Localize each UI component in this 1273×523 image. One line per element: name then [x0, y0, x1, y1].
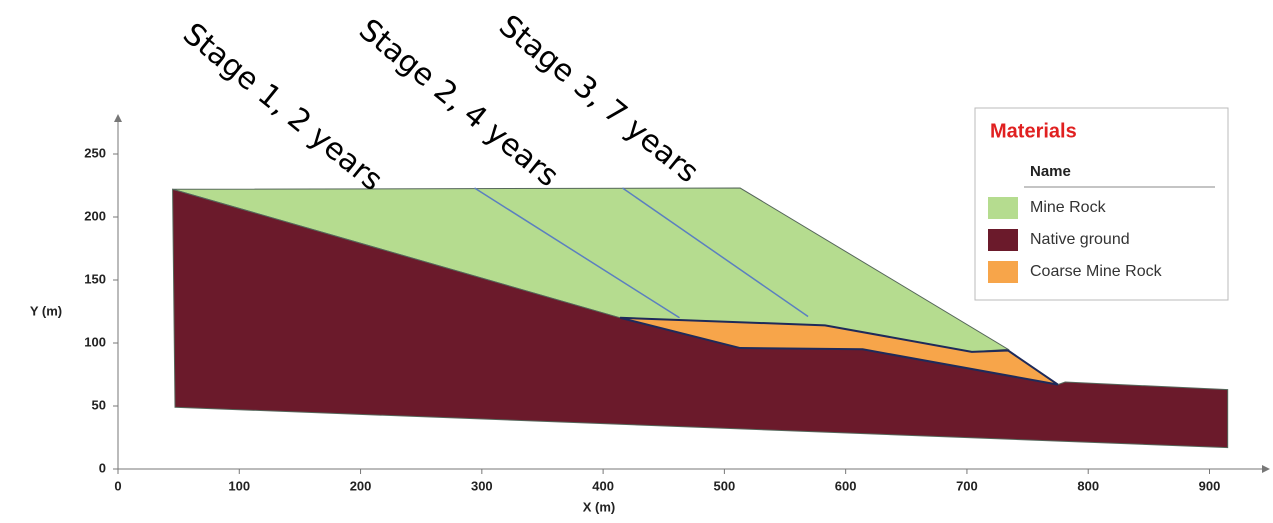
- y-tick-label: 200: [84, 208, 106, 223]
- legend-swatch: [988, 197, 1018, 219]
- page: X (m) Y (m) Materials Name Mine Rock Native…: [0, 0, 1273, 523]
- stage-annotation: Stage 1, 2 years: [176, 16, 389, 198]
- y-tick-label: 150: [84, 271, 106, 286]
- x-tick-label: 500: [714, 478, 736, 493]
- legend-label: Coarse Mine Rock: [1030, 263, 1163, 280]
- x-tick-label: 300: [471, 478, 493, 493]
- y-axis-label: Y (m): [30, 303, 62, 318]
- y-tick-label: 250: [84, 145, 106, 160]
- legend-swatch: [988, 229, 1018, 251]
- x-tick-label: 400: [592, 478, 614, 493]
- legend-label: Mine Rock: [1030, 199, 1107, 216]
- y-tick-label: 50: [92, 397, 106, 412]
- x-tick-label: 800: [1077, 478, 1099, 493]
- x-tick-label: 900: [1199, 478, 1221, 493]
- y-tick-label: 0: [99, 460, 106, 475]
- x-tick-label: 700: [956, 478, 978, 493]
- x-axis-label: X (m): [583, 499, 616, 514]
- chart: X (m) Y (m) Materials Name Mine Rock Native…: [0, 0, 1273, 523]
- axis-arrow: [1262, 465, 1270, 473]
- legend-title: Materials: [990, 120, 1077, 142]
- legend-label: Native ground: [1030, 231, 1130, 248]
- x-tick-label: 200: [350, 478, 372, 493]
- legend-header: Name: [1030, 163, 1071, 180]
- x-tick-label: 100: [228, 478, 250, 493]
- x-tick-label: 600: [835, 478, 857, 493]
- x-tick-label: 0: [114, 478, 121, 493]
- y-tick-label: 100: [84, 334, 106, 349]
- axis-arrow: [114, 114, 122, 122]
- legend-swatch: [988, 261, 1018, 283]
